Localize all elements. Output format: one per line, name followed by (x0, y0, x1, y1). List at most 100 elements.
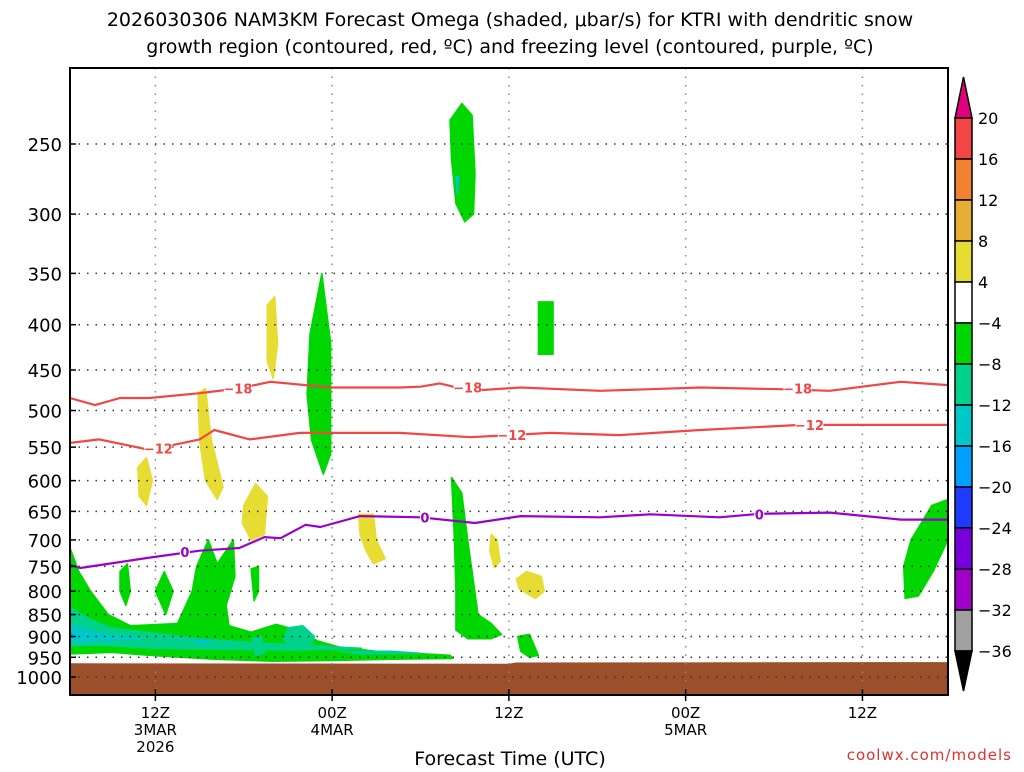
colorbar-swatch (954, 240, 973, 283)
contour-label-bg (223, 381, 252, 396)
omega-shading (70, 102, 948, 663)
ground-surface (70, 662, 948, 695)
y-tick-label: 850 (28, 606, 62, 627)
contour-label-bg (795, 417, 824, 432)
omega-region (306, 272, 332, 475)
colorbar-label: 8 (978, 232, 988, 251)
grid-lines (70, 68, 948, 695)
temperature-contours: −18 −18 −18 −12 −12 −12 0 0 0 (70, 380, 948, 570)
omega-region (136, 456, 154, 507)
omega-region (449, 102, 476, 223)
contour-label: 0 (755, 508, 764, 523)
omega-region (357, 513, 386, 565)
colorbar-label: −8 (978, 355, 1002, 374)
x-tick-label: 12Z (848, 704, 877, 722)
x-tick-label: 2026 (136, 738, 174, 756)
colorbar-label: −36 (978, 642, 1012, 661)
colorbar-label: −24 (978, 519, 1012, 538)
omega-region (516, 633, 540, 659)
y-tick-label: 250 (28, 135, 62, 156)
chart-title-line1: 2026030306 NAM3KM Forecast Omega (shaded… (107, 9, 913, 31)
colorbar-swatch (954, 486, 973, 529)
colorbar-swatch (954, 609, 973, 652)
colorbar-label: −12 (978, 396, 1012, 415)
colorbar-swatch (954, 363, 973, 406)
omega-region (197, 387, 224, 501)
colorbar-label: −28 (978, 560, 1012, 579)
contour-label-bg (144, 441, 173, 456)
x-tick-label: 12Z (494, 704, 523, 722)
y-tick-label: 800 (28, 582, 62, 603)
contour-label-bg (419, 510, 430, 525)
colorbar-swatch (954, 404, 973, 447)
colorbar: 20 16 12 8 4 −4 −8 −12 −16 −20 −24 −28 −32 −36 (954, 76, 1012, 692)
omega-region (191, 640, 213, 645)
contour-label-bg (497, 428, 526, 443)
contour-label: −18 (453, 382, 482, 397)
omega-region (266, 296, 279, 380)
x-tick-label: 00Z (317, 704, 346, 722)
contour-label-bg (453, 380, 482, 395)
omega-region (154, 570, 174, 616)
colorbar-label: −32 (978, 601, 1012, 620)
x-tick-label: 00Z (671, 704, 700, 722)
colorbar-label: 12 (978, 191, 998, 210)
omega-region (241, 483, 269, 541)
x-axis-label: Forecast Time (UTC) (414, 748, 605, 768)
y-tick-label: 600 (28, 472, 62, 493)
omega-region (119, 563, 132, 607)
x-tick-label: 3MAR (134, 721, 177, 739)
colorbar-swatch (954, 568, 973, 611)
omega-region (489, 533, 501, 569)
omega-region (282, 624, 316, 650)
omega-region (537, 301, 554, 356)
contour-label: 0 (180, 546, 189, 561)
y-tick-label: 750 (28, 557, 62, 578)
contour-label: −12 (497, 429, 526, 444)
contour-label: 0 (420, 511, 429, 526)
contour-label-bg (754, 507, 765, 522)
y-tick-label: 900 (28, 628, 62, 649)
y-tick-label: 350 (28, 264, 62, 285)
colorbar-swatch (954, 281, 973, 324)
colorbar-label: −16 (978, 437, 1012, 456)
contour-label-bg (783, 381, 812, 396)
omega-region (70, 539, 454, 663)
y-tick-label: 700 (28, 531, 62, 552)
chart-title-line2: growth region (contoured, red, ºC) and f… (146, 36, 873, 58)
contour-label: −12 (144, 443, 173, 458)
omega-region (902, 498, 948, 600)
omega-region (338, 650, 422, 655)
contour-label: −18 (783, 382, 812, 397)
colorbar-swatch (954, 199, 973, 242)
omega-region (250, 565, 260, 602)
credit-text: coolwx.com/models (847, 746, 1012, 764)
colorbar-swatch (954, 117, 973, 160)
omega-region (455, 175, 460, 196)
omega-region (70, 606, 363, 651)
contour-label: −18 (223, 382, 252, 397)
y-tick-label: 400 (28, 316, 62, 337)
y-tick-label: 950 (28, 648, 62, 669)
colorbar-label: −4 (978, 314, 1002, 333)
x-tick-label: 4MAR (311, 721, 354, 739)
contour-label-bg (179, 544, 190, 559)
y-tick-label: 300 (28, 205, 62, 226)
y-tick-label: 450 (28, 361, 62, 382)
plot-area: −18 −18 −18 −12 −12 −12 0 0 0 (70, 68, 948, 695)
x-tick-label: 5MAR (664, 721, 707, 739)
y-tick-label: 500 (28, 402, 62, 423)
colorbar-label: −20 (978, 478, 1012, 497)
colorbar-label: 4 (978, 273, 988, 292)
colorbar-swatch (954, 445, 973, 488)
omega-region (515, 570, 546, 600)
colorbar-swatch (954, 158, 973, 201)
colorbar-top-arrow (954, 76, 973, 119)
contour-line (70, 380, 948, 407)
x-tick-label: 12Z (141, 704, 170, 722)
omega-region (70, 623, 142, 644)
colorbar-bottom-arrow (954, 650, 973, 692)
colorbar-swatch (954, 322, 973, 365)
